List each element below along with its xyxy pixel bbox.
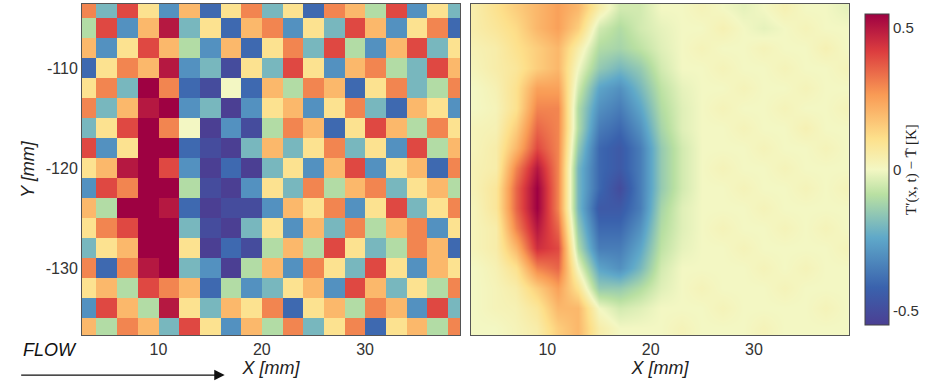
svg-text:-110: -110 — [47, 60, 78, 77]
svg-text:Y [mm]: Y [mm] — [18, 140, 38, 198]
svg-text:0.5: 0.5 — [893, 19, 914, 36]
svg-text:FLOW: FLOW — [23, 340, 77, 360]
svg-text:X [mm]: X [mm] — [242, 358, 301, 378]
svg-text:20: 20 — [642, 341, 660, 358]
svg-text:10: 10 — [538, 341, 556, 358]
svg-text:-130: -130 — [46, 260, 78, 277]
svg-text:-120: -120 — [46, 160, 78, 177]
svg-text:30: 30 — [745, 341, 763, 358]
svg-text:0: 0 — [893, 161, 901, 178]
svg-text:T′(x, t) − T̄ [K]: T′(x, t) − T̄ [K] — [903, 124, 920, 215]
svg-text:30: 30 — [356, 341, 374, 358]
svg-text:10: 10 — [150, 341, 168, 358]
svg-text:20: 20 — [253, 341, 271, 358]
svg-text:-0.5: -0.5 — [893, 302, 919, 319]
svg-text:X [mm]: X [mm] — [630, 358, 689, 378]
